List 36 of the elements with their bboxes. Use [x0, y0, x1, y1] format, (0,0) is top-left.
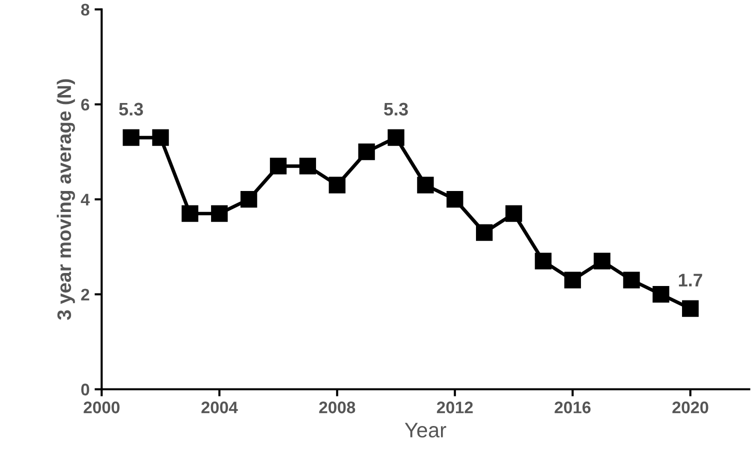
point [652, 286, 670, 303]
x-axis-title: Year [404, 422, 446, 438]
y-tick-label: 6 [81, 98, 90, 111]
point [328, 176, 346, 194]
x-tick-label: 2000 [84, 402, 120, 414]
point [211, 205, 228, 222]
point [182, 205, 198, 222]
point [417, 176, 434, 194]
point [358, 144, 375, 160]
point [476, 224, 493, 241]
annotation: 1.7 [678, 274, 702, 286]
point [564, 272, 581, 288]
point [505, 205, 522, 222]
point [446, 190, 464, 208]
y-tick-label: 8 [81, 4, 90, 16]
point [623, 272, 640, 288]
point [122, 129, 140, 146]
point [152, 129, 169, 146]
point [299, 158, 316, 174]
x-tick-label: 2020 [672, 402, 708, 414]
y-axis-title: 3 year moving average (N) [56, 79, 76, 320]
point [270, 158, 287, 174]
x-tick-label: 2004 [201, 402, 238, 414]
y-tick-label: 2 [81, 288, 90, 300]
point [594, 252, 610, 270]
point [534, 252, 552, 270]
point [682, 300, 699, 317]
x-tick-label: 2016 [554, 402, 591, 414]
point [240, 190, 258, 208]
point [388, 129, 404, 146]
annotation: 5.3 [384, 102, 408, 116]
y-tick-label: 0 [81, 384, 90, 396]
y-tick-label: 4 [80, 194, 90, 206]
x-tick-label: 2012 [436, 402, 473, 414]
x-tick-label: 2008 [319, 402, 356, 414]
annotation: 5.3 [119, 102, 143, 116]
